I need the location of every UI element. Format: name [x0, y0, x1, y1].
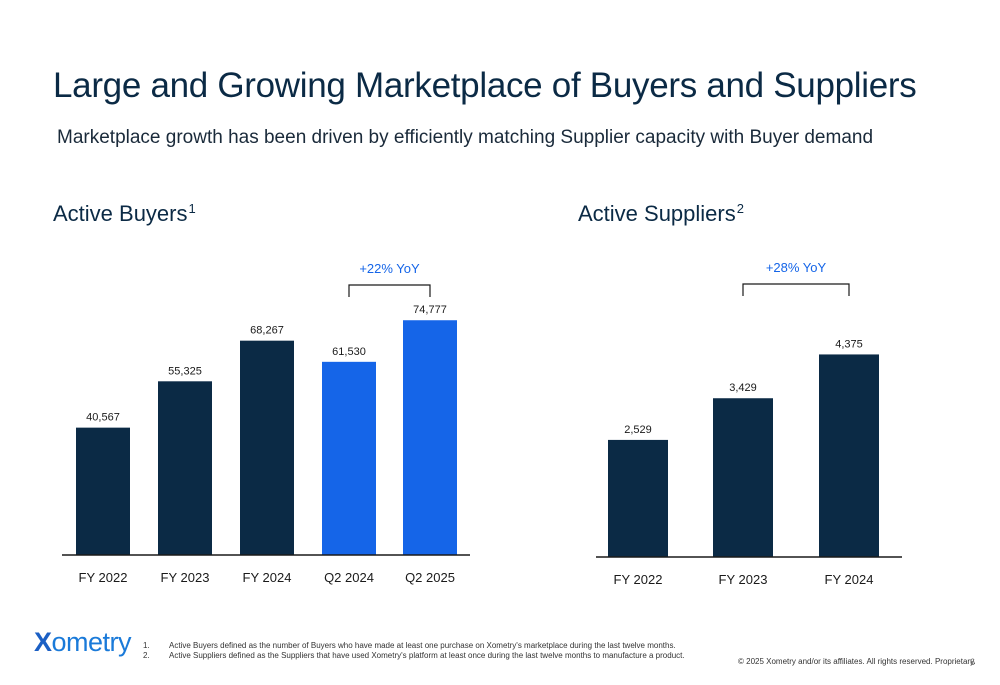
buyers-value-label-1: 55,325: [168, 365, 202, 377]
buyers-bar-4: [403, 320, 457, 555]
footnote-number: 1.: [143, 641, 150, 650]
footnote-number: 2.: [143, 651, 150, 660]
buyers-bar-1: [158, 381, 212, 555]
buyers-category-label-1: FY 2023: [161, 570, 210, 585]
buyers-value-label-0: 40,567: [86, 412, 120, 424]
page-number: 6: [970, 657, 976, 667]
suppliers-value-label-0: 2,529: [624, 424, 652, 436]
footnote-text: Active Buyers defined as the number of B…: [169, 641, 676, 650]
page-title: Large and Growing Marketplace of Buyers …: [53, 66, 917, 105]
footnotes: 1. Active Buyers defined as the number of…: [143, 641, 685, 661]
active-buyers-heading: Active Buyers1: [53, 201, 196, 227]
buyers-bar-0: [76, 427, 130, 555]
active-buyers-footnote-ref: 1: [188, 201, 196, 216]
active-suppliers-footnote-ref: 2: [736, 201, 744, 216]
buyers-bar-2: [240, 340, 294, 555]
active-suppliers-title: Active Suppliers: [578, 201, 736, 226]
footnote-2: 2. Active Suppliers defined as the Suppli…: [143, 651, 685, 661]
suppliers-bar-2: [819, 354, 879, 557]
suppliers-category-label-1: FY 2023: [719, 572, 768, 587]
footnote-1: 1. Active Buyers defined as the number of…: [143, 641, 685, 651]
buyers-value-label-4: 74,777: [413, 304, 447, 316]
buyers-category-label-0: FY 2022: [79, 570, 128, 585]
buyers-category-label-2: FY 2024: [243, 570, 292, 585]
suppliers-yoy-bracket: [742, 283, 850, 296]
suppliers-category-label-0: FY 2022: [614, 572, 663, 587]
suppliers-category-label-2: FY 2024: [825, 572, 874, 587]
suppliers-yoy-label: +28% YoY: [766, 260, 827, 275]
buyers-value-label-2: 68,267: [250, 325, 284, 337]
suppliers-value-label-1: 3,429: [729, 382, 757, 394]
footnote-text: Active Suppliers defined as the Supplier…: [169, 651, 685, 660]
buyers-category-label-3: Q2 2024: [324, 570, 374, 585]
buyers-yoy-label: +22% YoY: [359, 261, 420, 276]
suppliers-bar-0: [608, 439, 668, 557]
suppliers-bar-1: [713, 398, 773, 557]
xometry-logo: Xometry: [34, 627, 132, 658]
page-subtitle: Marketplace growth has been driven by ef…: [57, 127, 874, 148]
suppliers-value-label-2: 4,375: [835, 338, 863, 350]
copyright-notice: © 2025 Xometry and/or its affiliates. Al…: [738, 657, 976, 666]
logo-mark: X: [34, 627, 52, 657]
buyers-value-label-3: 61,530: [332, 346, 366, 358]
buyers-yoy-bracket: [348, 284, 431, 297]
active-suppliers-heading: Active Suppliers2: [578, 201, 744, 227]
logo-wordmark: ometry: [51, 627, 132, 657]
buyers-category-label-4: Q2 2025: [405, 570, 455, 585]
active-buyers-title: Active Buyers: [53, 201, 188, 226]
buyers-bar-3: [322, 361, 376, 555]
